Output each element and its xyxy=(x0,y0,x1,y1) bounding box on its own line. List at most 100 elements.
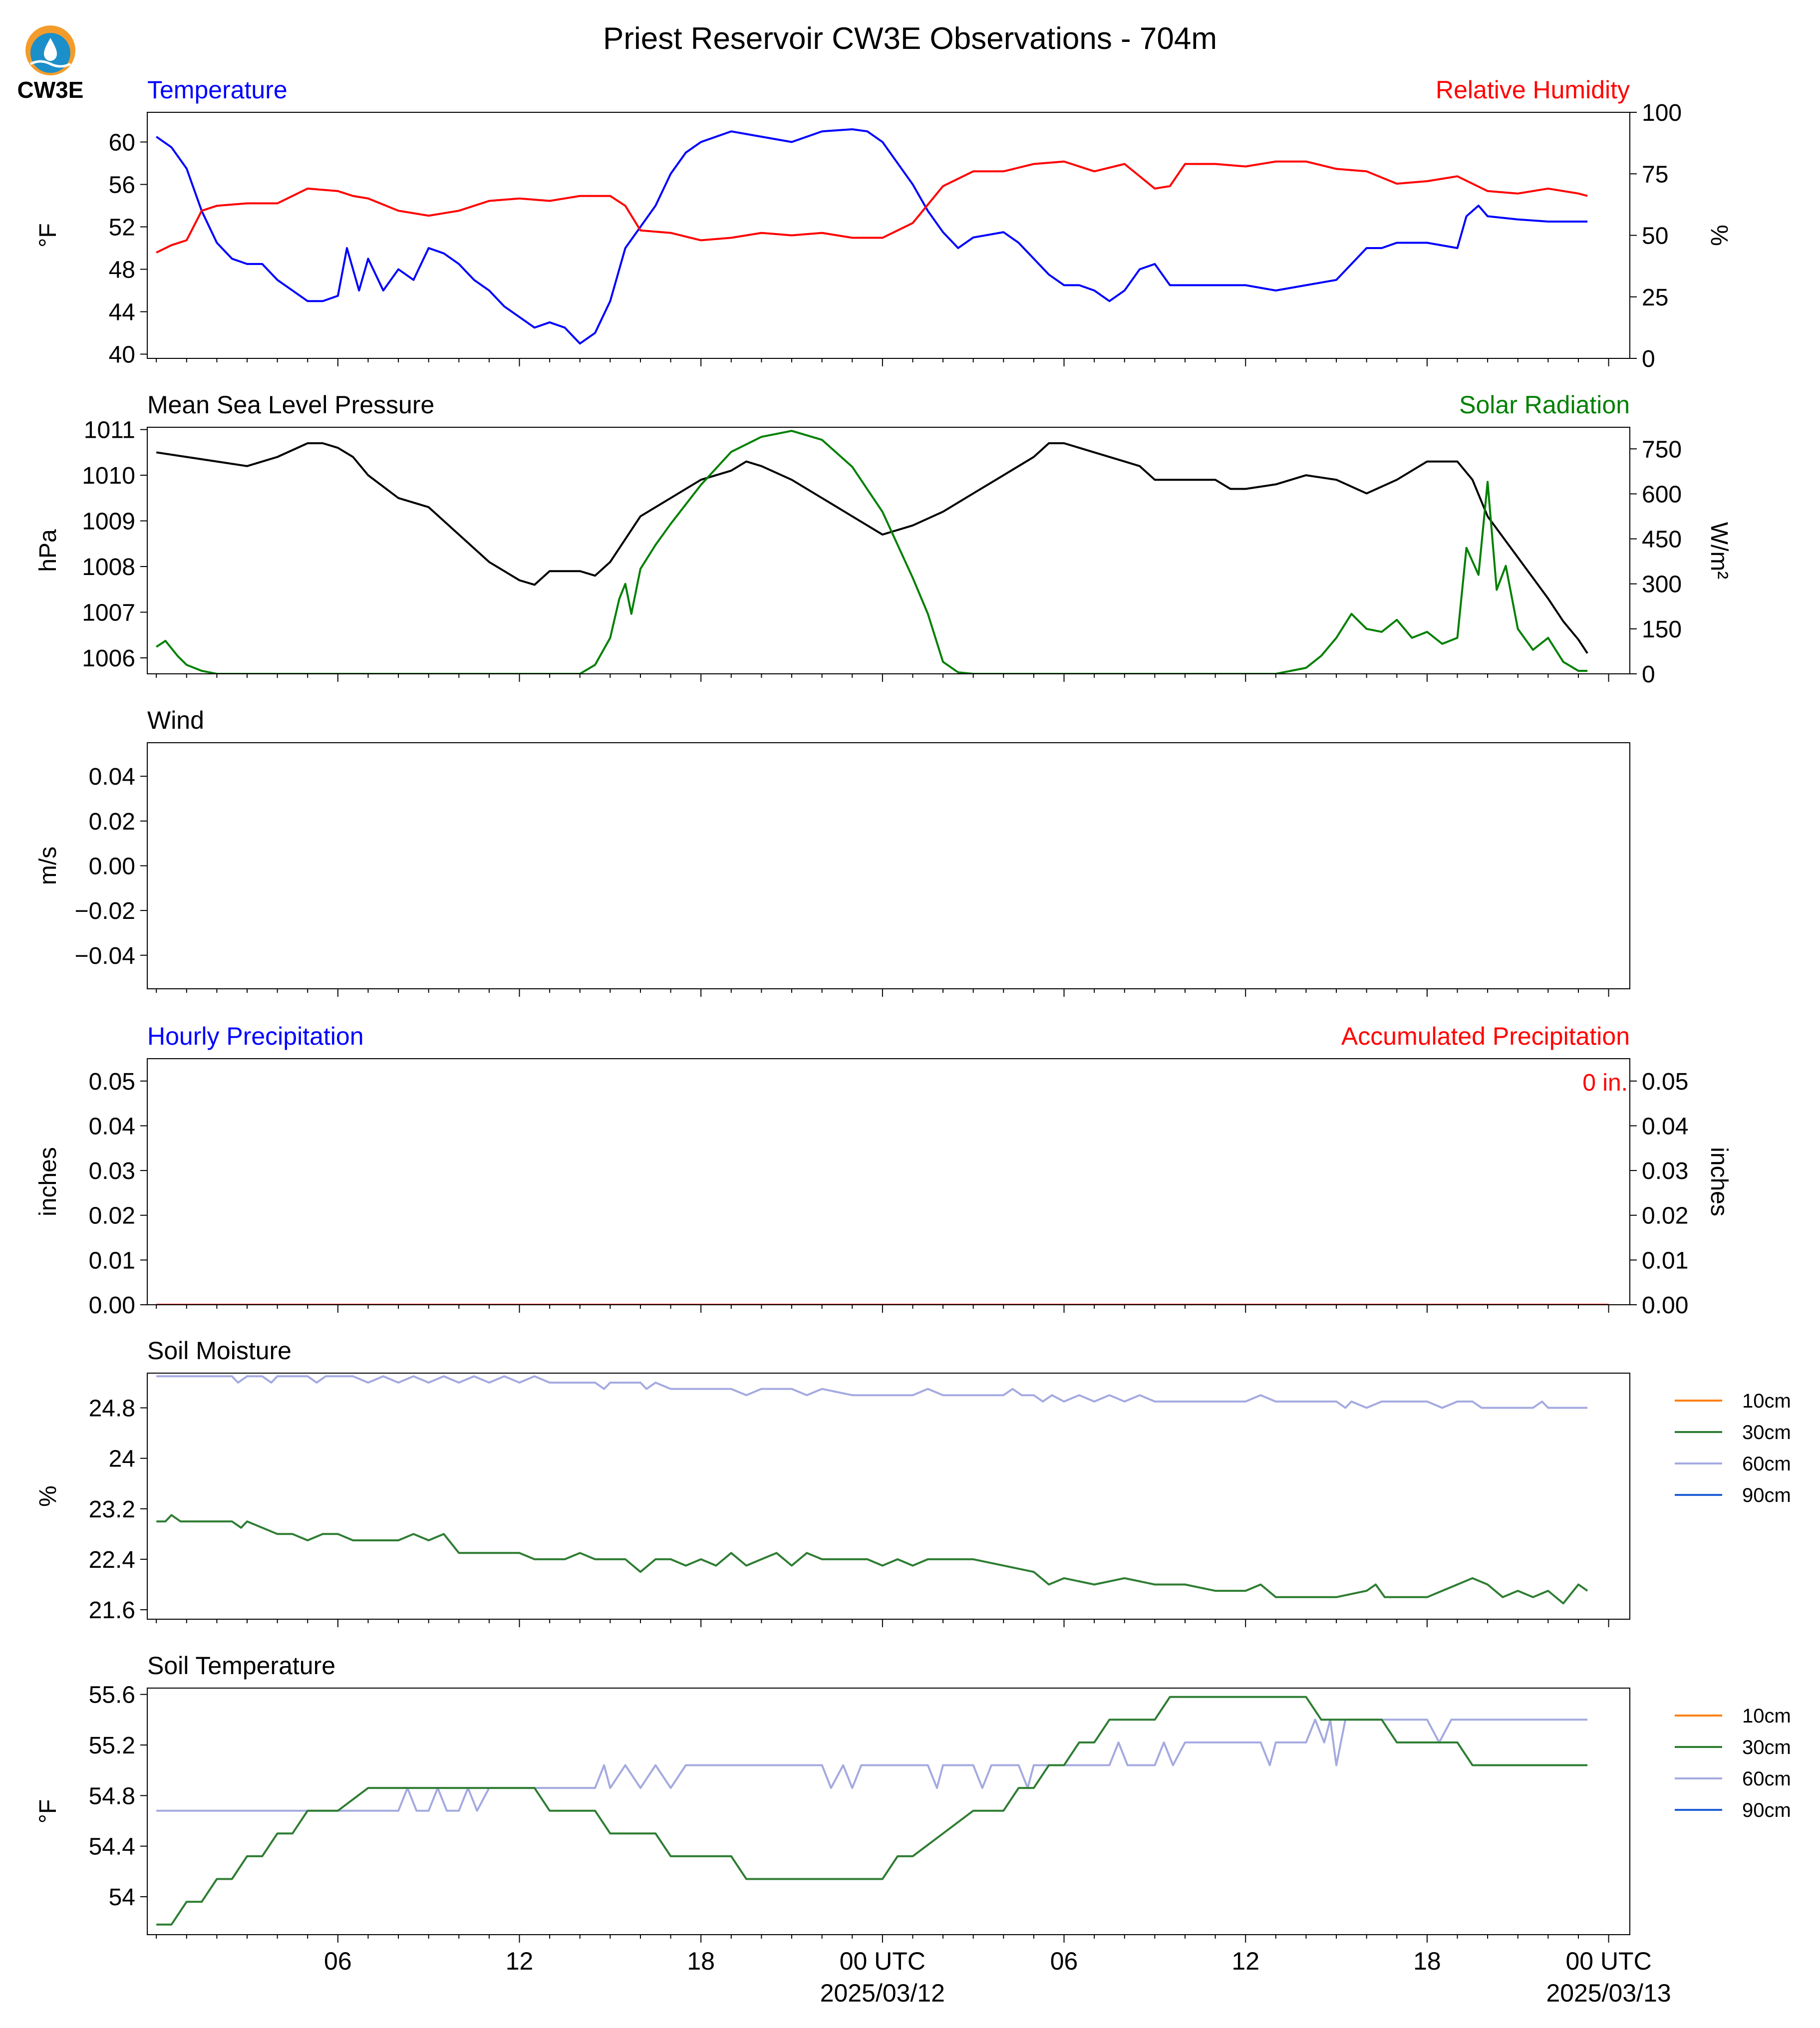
data-lines xyxy=(156,1375,1588,1605)
panel-wind: Wind 0.04 0.02 0.00 −0.02 −0.04 m/s xyxy=(35,706,1630,997)
y2-tick-label: 600 xyxy=(1642,481,1682,508)
y-tick-label: 55.2 xyxy=(89,1733,135,1759)
data-lines xyxy=(156,1696,1588,1926)
y-axis-label: inches xyxy=(35,1147,61,1216)
x-tick-label: 12 xyxy=(1231,1947,1259,1975)
panel-title-left: Mean Sea Level Pressure xyxy=(147,391,434,419)
y-tick-label: −0.02 xyxy=(75,898,135,924)
y-axis-label: hPa xyxy=(35,529,61,572)
series-line-left-0 xyxy=(156,128,1588,345)
y-tick-label: 23.2 xyxy=(89,1496,135,1523)
legend-label-10cm: 10cm xyxy=(1742,1705,1791,1727)
x-tick-label: 18 xyxy=(687,1947,715,1975)
panel-soil_moisture: Soil Moisture 21.6 22.4 23.2 24 24.8% 10cm 30cm… xyxy=(35,1337,1791,1627)
x-tick-label: 06 xyxy=(324,1947,352,1975)
y-tick-label: 0.04 xyxy=(89,1113,135,1140)
legend-label-60cm: 60cm xyxy=(1742,1768,1791,1790)
data-lines xyxy=(156,430,1588,674)
panel-title-left: Soil Temperature xyxy=(147,1652,335,1680)
panel-title-left: Hourly Precipitation xyxy=(147,1022,364,1050)
y-tick-label: 1008 xyxy=(82,554,135,580)
plot-frame xyxy=(147,427,1630,674)
y-tick-label: 54.8 xyxy=(89,1783,135,1809)
y-tick-label: 1007 xyxy=(82,600,135,626)
y-tick-label: 54.4 xyxy=(89,1834,135,1860)
y-tick-label: 54 xyxy=(109,1884,135,1911)
y-tick-label: 0.02 xyxy=(89,809,135,835)
plot-frame xyxy=(147,1373,1630,1620)
plot-frame xyxy=(147,1688,1630,1935)
y-tick-label: 1009 xyxy=(82,509,135,535)
y-tick-label: 24.8 xyxy=(89,1396,135,1422)
series-line-right-1 xyxy=(156,430,1588,674)
panel-soil_temperature: Soil Temperature 54 54.4 54.8 55.2 55.6 °F 10cm… xyxy=(35,1652,1791,1943)
panel-title-left: Soil Moisture xyxy=(147,1337,292,1365)
legend-label-30cm: 30cm xyxy=(1742,1737,1791,1758)
panel-precip: Hourly Precipitation Accumulated Precipit… xyxy=(35,1022,1732,1319)
x-tick-label: 12 xyxy=(506,1947,534,1975)
y-tick-label: 0.05 xyxy=(89,1069,135,1095)
panel-temp_rh: Temperature Relative Humidity 40 44 48 52 56 60… xyxy=(35,76,1732,372)
y-tick-label: 1006 xyxy=(82,645,135,672)
legend-label-90cm: 90cm xyxy=(1742,1799,1791,1821)
y-tick-label: 52 xyxy=(109,215,135,241)
y2-tick-label: 0 xyxy=(1642,346,1655,372)
series-line-right-1 xyxy=(156,160,1588,254)
x-tick-label: 18 xyxy=(1413,1947,1441,1975)
accumulated-total-label: 0 in. xyxy=(1582,1070,1628,1096)
y2-axis-label: % xyxy=(1706,225,1732,246)
x-tick-label: 00 UTC xyxy=(840,1947,925,1975)
y-tick-label: 1011 xyxy=(84,417,135,444)
y2-tick-label: 75 xyxy=(1642,161,1668,188)
y2-tick-label: 450 xyxy=(1642,527,1682,553)
panel-title-left: Wind xyxy=(147,706,204,734)
y-tick-label: 0.04 xyxy=(89,764,135,790)
legend-label-10cm: 10cm xyxy=(1742,1390,1791,1412)
y-tick-label: 56 xyxy=(109,172,135,199)
series-line-60cm xyxy=(156,1375,1588,1409)
y2-tick-label: 50 xyxy=(1642,223,1668,250)
y-tick-label: 0.01 xyxy=(89,1247,135,1274)
panels: Temperature Relative Humidity 40 44 48 52 56 60… xyxy=(35,76,1791,2007)
plot-frame xyxy=(147,1058,1630,1305)
series-line-60cm xyxy=(156,1719,1588,1812)
y2-tick-label: 100 xyxy=(1642,100,1682,126)
legend-label-60cm: 60cm xyxy=(1742,1453,1791,1475)
y2-tick-label: 0.01 xyxy=(1642,1247,1688,1274)
y-tick-label: 40 xyxy=(109,342,135,368)
y-tick-label: 55.6 xyxy=(89,1682,135,1709)
y-tick-label: 60 xyxy=(109,130,135,156)
chart-main-title: Priest Reservoir CW3E Observations - 704… xyxy=(603,21,1217,56)
logo-wave-icon xyxy=(29,60,71,68)
y-tick-label: 0.02 xyxy=(89,1203,135,1229)
y-axis-label: m/s xyxy=(35,847,61,885)
y-tick-label: 48 xyxy=(109,257,135,284)
panel-title-right: Relative Humidity xyxy=(1436,76,1630,104)
y2-tick-label: 750 xyxy=(1642,436,1682,463)
series-line-left-0 xyxy=(156,442,1588,654)
y2-axis-label: inches xyxy=(1706,1147,1732,1216)
y-tick-label: 0.00 xyxy=(89,854,135,880)
data-lines xyxy=(156,128,1588,345)
y2-tick-label: 0.02 xyxy=(1642,1203,1688,1229)
y-tick-label: 24 xyxy=(109,1446,135,1472)
plot-frame xyxy=(147,742,1630,989)
x-tick-label: 00 UTC xyxy=(1565,1947,1651,1975)
legend-label-90cm: 90cm xyxy=(1742,1484,1791,1506)
y2-tick-label: 150 xyxy=(1642,616,1682,643)
panel-title-right: Solar Radiation xyxy=(1459,391,1630,419)
y-tick-label: 0.00 xyxy=(89,1292,135,1319)
y-tick-label: −0.04 xyxy=(75,943,135,969)
y2-tick-label: 0.04 xyxy=(1642,1113,1688,1140)
x-date-label: 2025/03/13 xyxy=(1546,1979,1671,2007)
x-tick-label: 06 xyxy=(1050,1947,1078,1975)
y-tick-label: 21.6 xyxy=(89,1597,135,1624)
y-tick-label: 1010 xyxy=(82,463,135,489)
series-line-30cm xyxy=(156,1514,1588,1605)
y-axis-label: °F xyxy=(35,1799,61,1824)
y-tick-label: 0.03 xyxy=(89,1158,135,1184)
panel-title-right: Accumulated Precipitation xyxy=(1341,1022,1630,1050)
panel-pressure_solar: Mean Sea Level Pressure Solar Radiation 10… xyxy=(35,391,1732,688)
y2-axis-label: W/m² xyxy=(1706,522,1732,579)
series-line-30cm xyxy=(156,1696,1588,1926)
